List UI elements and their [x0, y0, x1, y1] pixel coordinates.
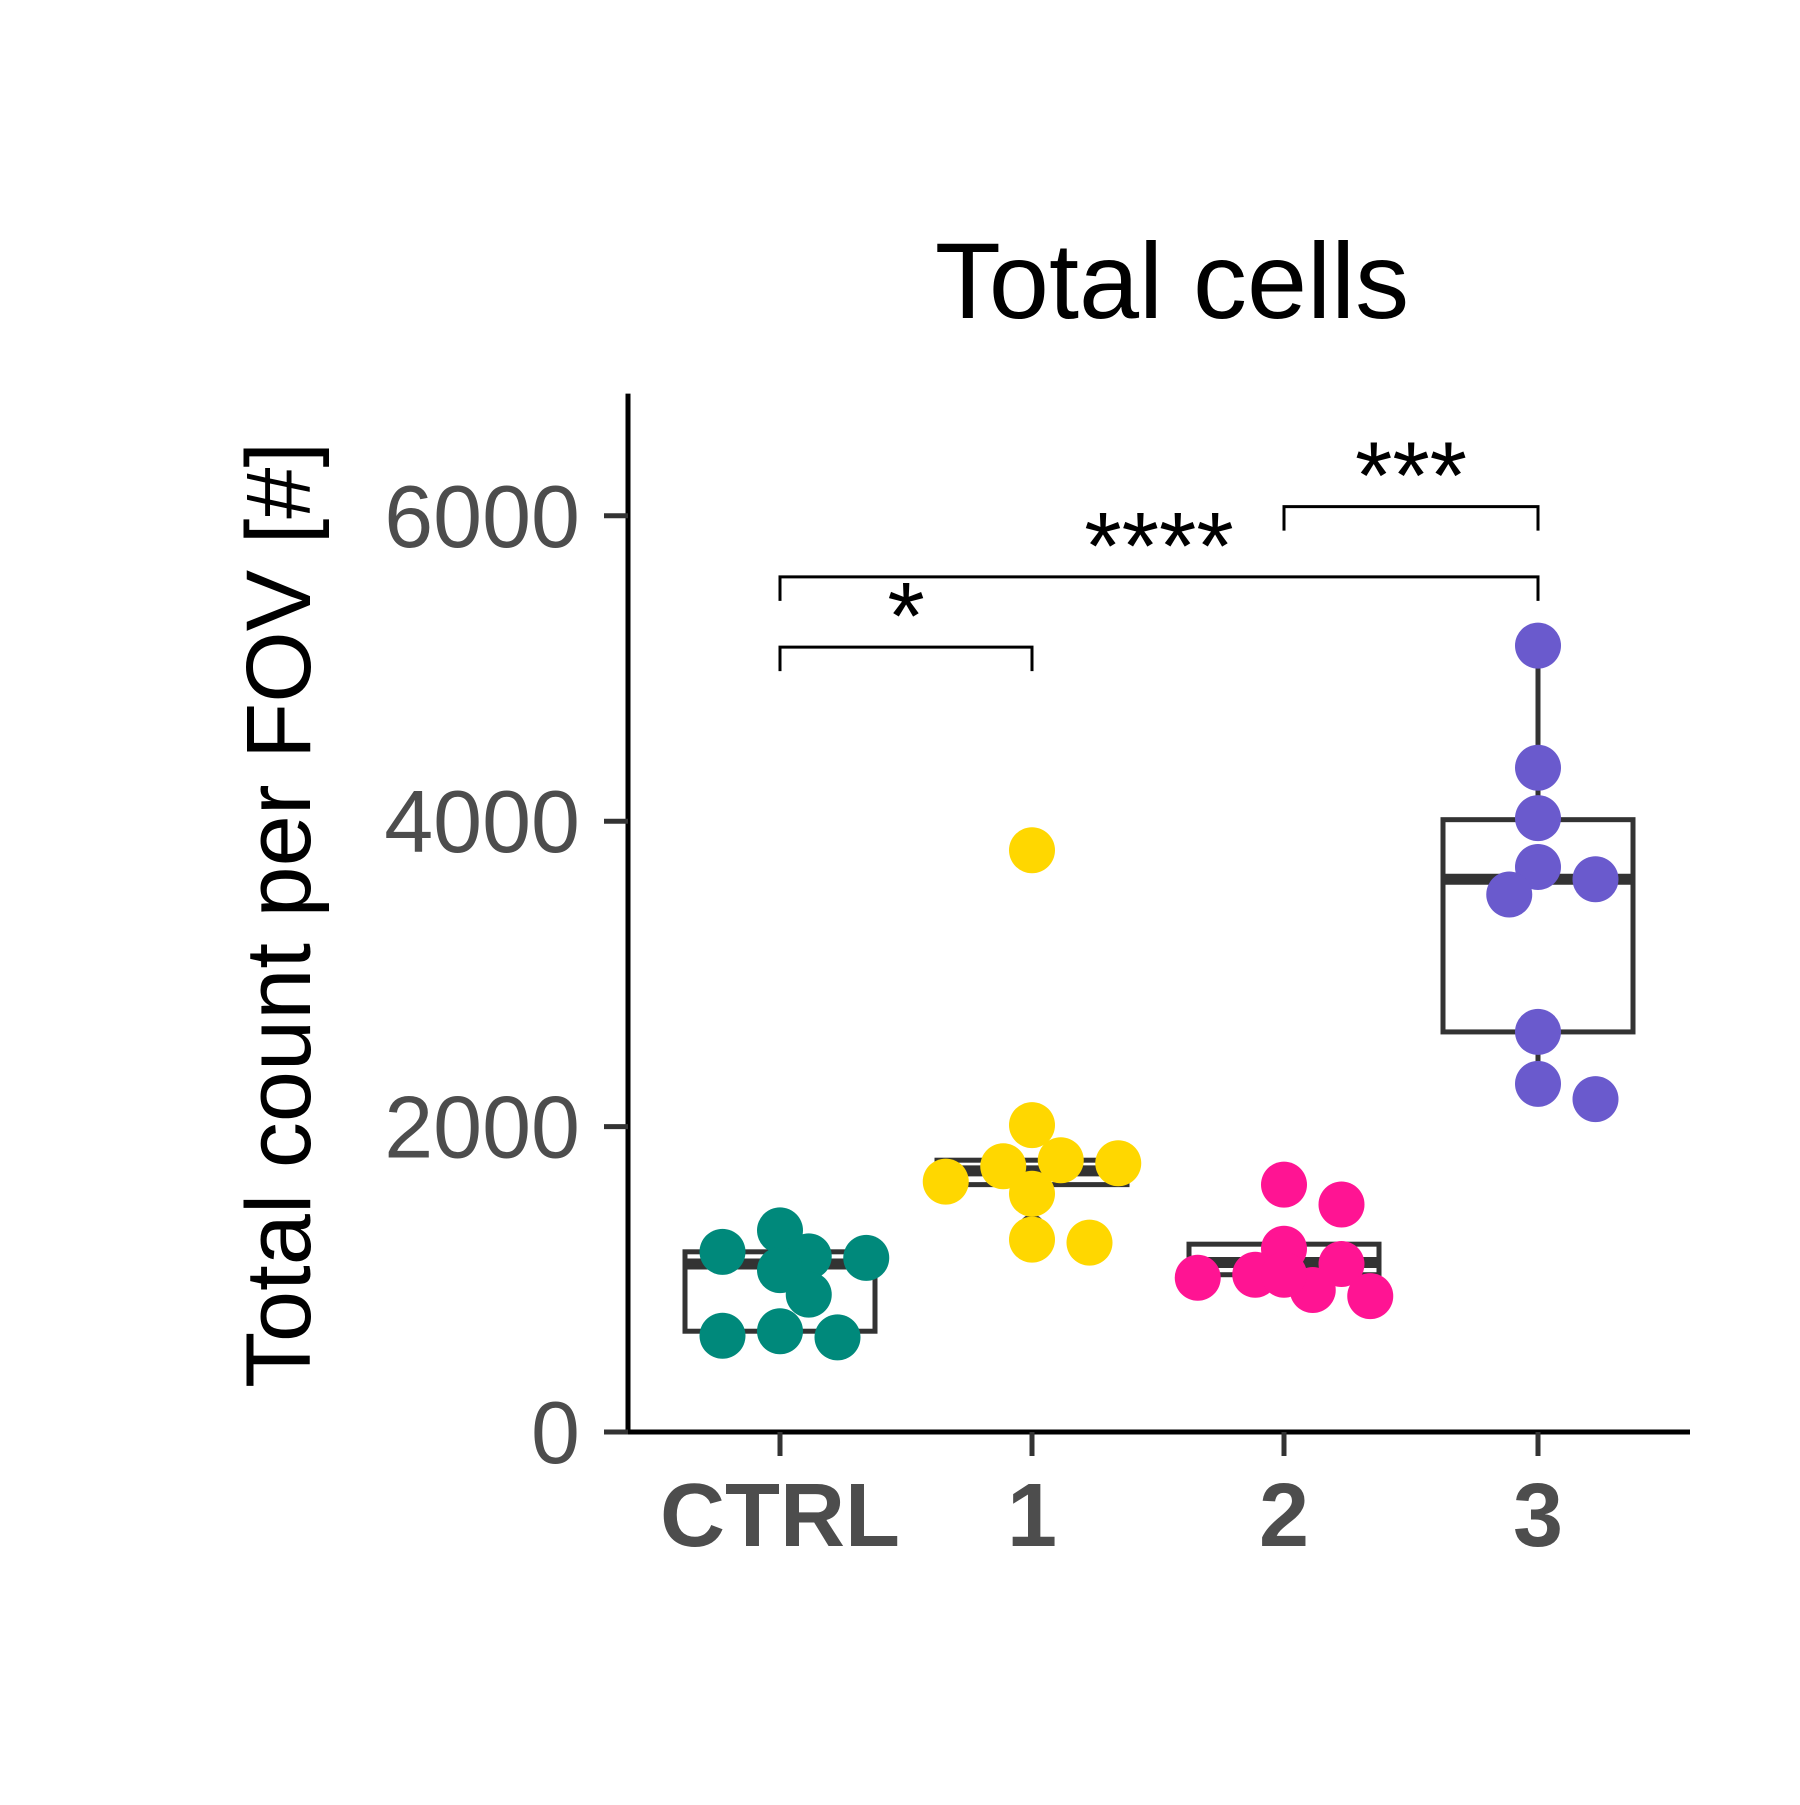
data-point	[1515, 1060, 1561, 1107]
data-point	[1515, 844, 1561, 891]
data-point	[1486, 871, 1533, 918]
significance-label: *	[887, 563, 924, 670]
data-point	[1515, 622, 1561, 669]
significance-bracket	[778, 645, 1034, 672]
significance-label: ****	[1084, 493, 1233, 600]
data-point	[980, 1143, 1027, 1190]
data-point	[922, 1158, 969, 1205]
y-axis-label: Total count per FOV [#]	[228, 442, 330, 1388]
data-point	[1318, 1181, 1365, 1228]
significance-bracket	[778, 575, 1540, 601]
data-point	[1009, 1170, 1055, 1217]
significance-label: ***	[1355, 423, 1467, 530]
data-point	[1066, 1219, 1113, 1266]
data-point	[1009, 1102, 1055, 1149]
data-point	[814, 1314, 861, 1361]
data-point	[785, 1271, 832, 1318]
significance-bracket	[1282, 505, 1540, 531]
data-point	[1009, 1216, 1055, 1263]
data-point	[1515, 744, 1561, 791]
x-tick-label: 1	[1007, 1466, 1057, 1566]
y-tick-label: 0	[531, 1383, 580, 1482]
x-tick-label: CTRL	[660, 1466, 900, 1566]
data-point	[699, 1312, 746, 1359]
data-point	[1261, 1251, 1307, 1298]
data-point	[757, 1308, 803, 1355]
y-tick-label: 2000	[384, 1078, 580, 1177]
data-point	[1009, 827, 1055, 874]
data-point	[1174, 1254, 1221, 1301]
data-point	[699, 1228, 746, 1275]
data-point	[1037, 1137, 1084, 1184]
x-tick-label: 3	[1513, 1466, 1563, 1566]
y-tick-label: 4000	[384, 772, 580, 871]
data-point	[1572, 856, 1619, 903]
y-tick-label: 6000	[384, 467, 580, 566]
data-point	[1515, 1008, 1561, 1055]
data-point	[1572, 1076, 1619, 1123]
x-tick-label: 2	[1259, 1466, 1309, 1566]
data-point	[1261, 1161, 1307, 1208]
chart-title: Total cells	[935, 220, 1409, 341]
data-point	[1347, 1273, 1394, 1320]
data-point	[1095, 1140, 1142, 1187]
data-point	[843, 1234, 890, 1281]
data-point	[1515, 795, 1561, 842]
